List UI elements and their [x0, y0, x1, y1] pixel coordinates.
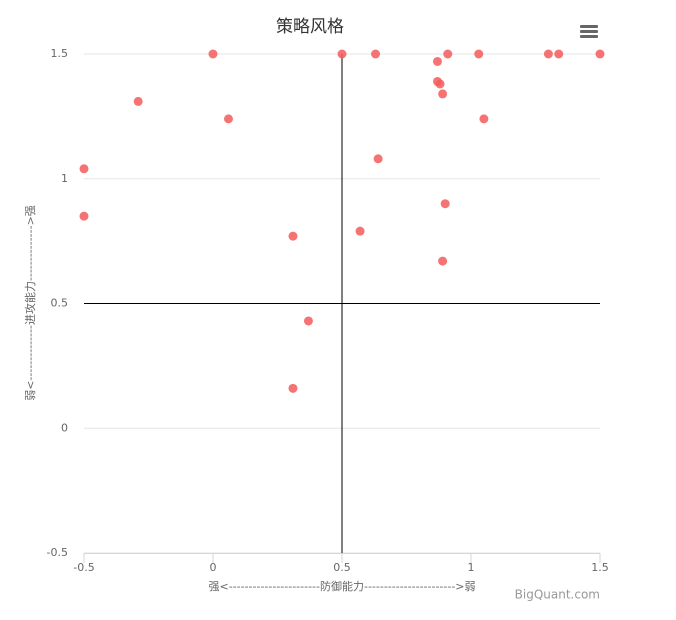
- point: [440, 199, 450, 209]
- x-tick-label: 0.5: [333, 561, 351, 574]
- point: [479, 114, 489, 124]
- point: [303, 316, 313, 326]
- point: [79, 211, 89, 221]
- point: [373, 154, 383, 164]
- point: [355, 226, 365, 236]
- point: [79, 164, 89, 174]
- point: [288, 231, 298, 241]
- y-tick-label: 0.5: [51, 297, 69, 310]
- x-tick-label: 0: [210, 561, 217, 574]
- point: [438, 256, 448, 266]
- chart-title: 策略风格: [276, 17, 344, 37]
- y-tick-label: 0: [61, 421, 68, 434]
- point: [443, 49, 453, 59]
- point: [474, 49, 484, 59]
- point: [223, 114, 233, 124]
- point: [288, 383, 298, 393]
- point: [208, 49, 218, 59]
- x-tick-label: -0.5: [73, 561, 94, 574]
- point: [337, 49, 347, 59]
- y-tick-label: 1: [61, 172, 68, 185]
- point: [543, 49, 553, 59]
- point: [371, 49, 381, 59]
- y-tick-label: 1.5: [51, 47, 69, 60]
- point: [133, 96, 143, 106]
- point: [595, 49, 605, 59]
- x-axis-label: 强<-----------------------防御能力-----------…: [208, 579, 475, 593]
- menu-button[interactable]: [580, 25, 598, 38]
- x-tick-label: 1.5: [591, 561, 609, 574]
- point: [435, 79, 445, 89]
- y-axis-label: 弱<--------------进攻能力-------------->强: [23, 205, 37, 401]
- point: [432, 56, 442, 66]
- y-tick-label: -0.5: [47, 546, 68, 559]
- point: [554, 49, 564, 59]
- x-tick-label: 1: [468, 561, 475, 574]
- point: [438, 89, 448, 99]
- credits: BigQuant.com: [515, 588, 600, 602]
